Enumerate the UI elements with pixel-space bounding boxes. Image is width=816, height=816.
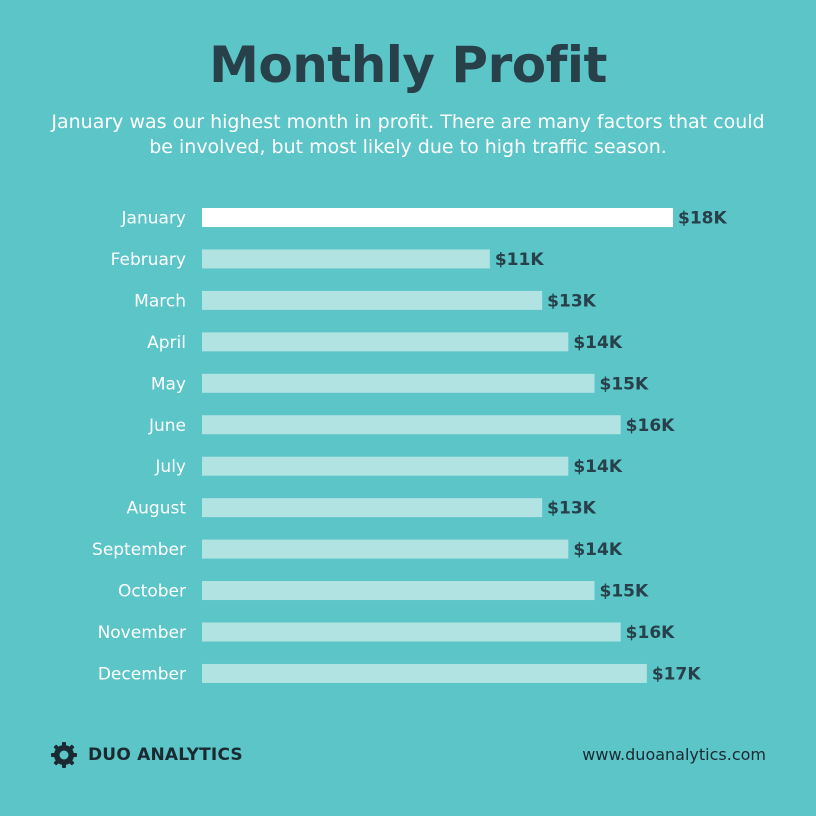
chart-title: Monthly Profit	[209, 36, 607, 94]
category-label: September	[92, 540, 186, 560]
bar-november	[202, 622, 621, 642]
category-label: July	[154, 457, 186, 477]
value-label: $16K	[626, 416, 675, 436]
bar-march	[202, 290, 543, 310]
bar-october	[202, 581, 595, 601]
footer-brand: DUO ANALYTICS	[50, 740, 243, 770]
value-label: $14K	[573, 457, 622, 477]
bar-june	[202, 415, 621, 435]
value-label: $11K	[495, 250, 544, 270]
bar-may	[202, 373, 595, 393]
bar-september	[202, 539, 569, 559]
bar-january	[202, 208, 673, 227]
brand-name: DUO ANALYTICS	[88, 745, 243, 765]
category-label: June	[148, 416, 186, 436]
category-label: December	[98, 664, 186, 684]
website-url: www.duoanalytics.com	[582, 745, 766, 764]
value-label: $14K	[573, 333, 622, 353]
category-label: November	[98, 623, 186, 643]
category-label: March	[134, 291, 186, 311]
category-label: January	[121, 209, 186, 229]
value-label: $15K	[600, 374, 649, 394]
value-label: $13K	[547, 499, 596, 519]
value-label: $18K	[678, 209, 727, 229]
bar-february	[202, 249, 490, 269]
category-label: February	[111, 250, 186, 270]
bar-july	[202, 456, 569, 476]
value-label: $17K	[652, 664, 701, 684]
chart-subtitle: January was our highest month in profit.…	[51, 111, 765, 158]
category-label: April	[147, 333, 186, 353]
bar-april	[202, 332, 569, 352]
value-label: $15K	[600, 582, 649, 602]
bar-december	[202, 663, 647, 683]
value-label: $13K	[547, 291, 596, 311]
category-label: May	[151, 374, 186, 394]
value-label: $16K	[626, 623, 675, 643]
category-label: August	[127, 499, 187, 519]
value-label: $14K	[573, 540, 622, 560]
category-label: October	[118, 582, 186, 602]
bar-august	[202, 498, 543, 518]
gear-icon	[51, 742, 77, 768]
